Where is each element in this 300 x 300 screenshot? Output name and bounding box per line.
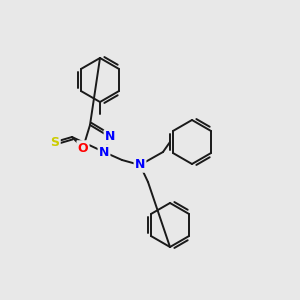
Text: N: N [99, 146, 109, 158]
Text: N: N [105, 130, 115, 143]
Text: O: O [78, 142, 88, 154]
Text: S: S [50, 136, 59, 148]
Text: N: N [135, 158, 145, 172]
